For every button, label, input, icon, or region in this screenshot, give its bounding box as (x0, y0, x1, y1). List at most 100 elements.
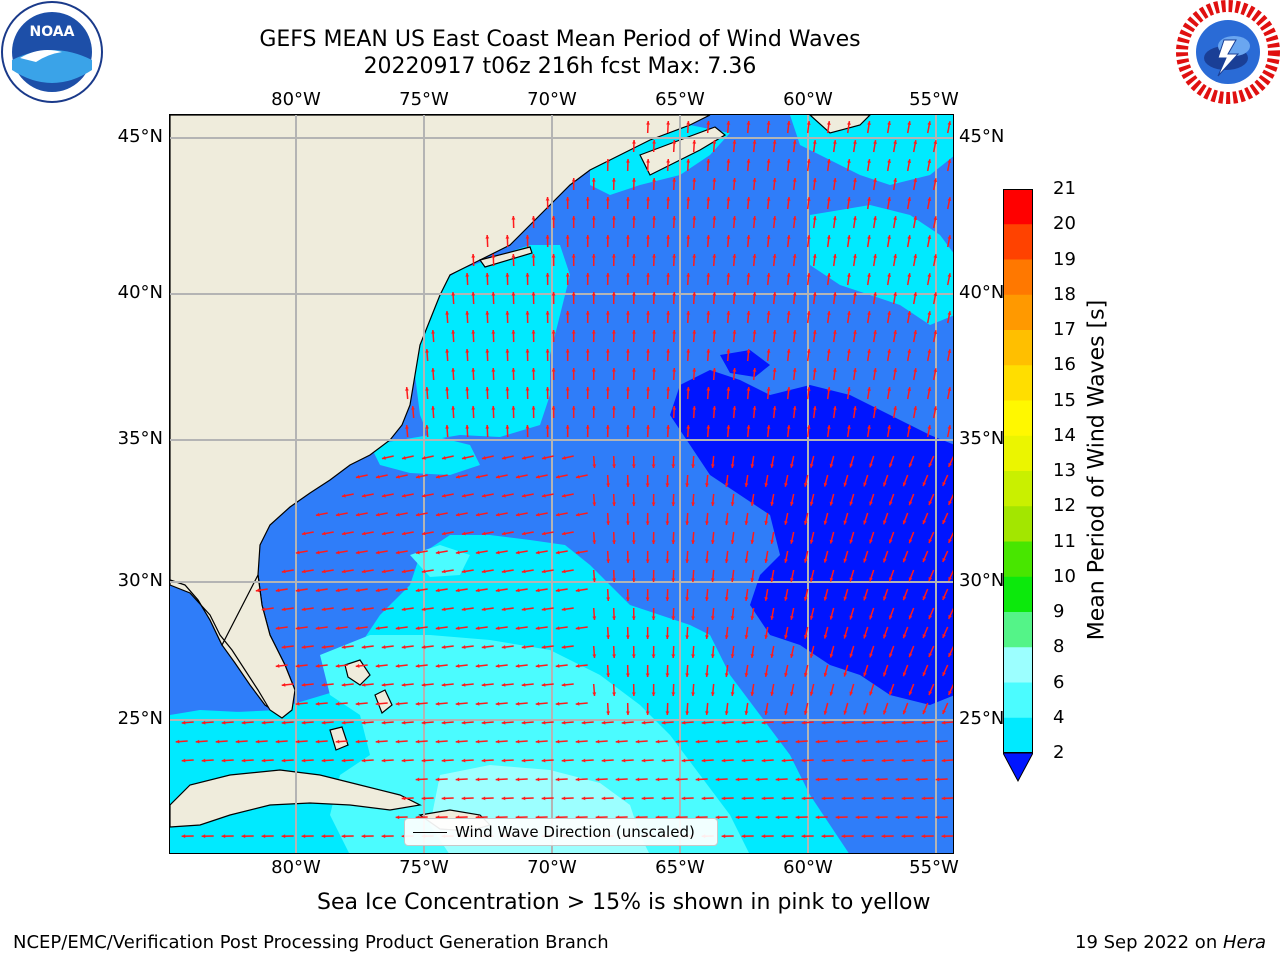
wave-direction-arrowhead (455, 664, 460, 668)
wave-direction-arrowhead (873, 330, 877, 334)
wave-direction-arrowhead (631, 616, 636, 620)
wave-direction-arrowhead (666, 349, 671, 353)
wave-direction-arrowhead (847, 349, 851, 353)
wave-direction-arrowhead (521, 456, 526, 460)
wave-direction-arrowhead (595, 739, 600, 744)
wave-direction-arrowhead (561, 531, 566, 536)
wave-direction-arrowhead (712, 140, 717, 144)
wave-direction-arrowhead (335, 626, 340, 631)
wave-direction-arrowhead (475, 474, 480, 479)
wave-direction-arrowhead (671, 654, 676, 658)
wave-direction-arrowhead (863, 482, 867, 487)
wave-direction-arrowhead (772, 292, 777, 296)
wave-direction-arrowhead (826, 311, 831, 315)
wave-direction-arrowhead (724, 635, 729, 639)
wave-direction-arrowhead (692, 292, 697, 296)
wave-direction-arrowhead (395, 815, 400, 820)
lon-tick-bottom: 75°W (399, 857, 449, 878)
wave-direction-arrowhead (381, 682, 386, 687)
wave-direction-arrowhead (521, 531, 526, 536)
wave-direction-arrowhead (724, 711, 729, 715)
wave-direction-arrowhead (795, 815, 800, 820)
wave-direction-arrowhead (515, 777, 520, 782)
wave-direction-arrowhead (686, 235, 691, 239)
wave-direction-arrowhead (847, 159, 851, 163)
wave-direction-arrowhead (928, 615, 933, 620)
wave-direction-arrowhead (823, 710, 828, 715)
wave-direction-arrowhead (761, 720, 766, 725)
wave-direction-arrowhead (691, 692, 696, 696)
wave-direction-arrowhead (535, 626, 540, 631)
wave-direction-arrowhead (501, 720, 506, 725)
wave-direction-arrowhead (869, 691, 873, 696)
wave-direction-arrowhead (942, 557, 946, 562)
wave-direction-arrowhead (893, 368, 898, 372)
wave-direction-arrowhead (927, 273, 932, 278)
wave-direction-arrowhead (908, 615, 913, 620)
wave-direction-arrowhead (451, 368, 456, 372)
wave-direction-arrowhead (672, 216, 677, 220)
wave-direction-arrowhead (948, 690, 952, 695)
wave-direction-arrowhead (750, 578, 755, 582)
wave-direction-arrowhead (764, 483, 769, 487)
wave-direction-arrowhead (843, 520, 848, 525)
wave-direction-arrowhead (361, 682, 366, 687)
wave-direction-arrowhead (726, 349, 731, 353)
wave-direction-arrowhead (585, 387, 590, 391)
map-legend: Wind Wave Direction (unscaled) (404, 818, 718, 846)
wave-direction-arrowhead (706, 159, 711, 163)
wave-direction-arrowhead (525, 425, 530, 429)
wave-direction-arrowhead (712, 254, 717, 258)
wave-direction-arrowhead (933, 368, 938, 373)
wave-direction-arrowhead (612, 692, 616, 696)
wave-direction-arrowhead (744, 559, 749, 563)
wave-direction-arrowhead (681, 720, 686, 725)
wave-direction-arrowhead (867, 425, 871, 429)
wave-direction-arrowhead (691, 540, 696, 544)
wave-direction-arrowhead (635, 777, 640, 782)
wave-direction-arrowhead (835, 815, 840, 820)
wave-direction-arrowhead (541, 796, 546, 801)
wave-direction-arrowhead (907, 235, 912, 239)
wave-direction-arrowhead (421, 682, 426, 687)
wave-direction-arrowhead (645, 559, 650, 563)
wave-direction-arrowhead (461, 796, 466, 801)
wave-direction-arrowhead (705, 673, 709, 677)
wave-direction-arrowhead (535, 588, 540, 593)
wave-direction-arrowhead (726, 425, 731, 429)
wave-direction-arrowhead (475, 626, 480, 631)
wave-direction-arrowhead (928, 539, 933, 544)
wave-direction-arrowhead (942, 519, 946, 524)
wave-direction-arrowhead (953, 368, 954, 372)
wave-direction-arrowhead (786, 197, 791, 201)
colorbar-tick-label: 10 (1053, 565, 1076, 587)
wave-direction-arrowhead (665, 673, 670, 677)
wave-direction-arrowhead (829, 577, 834, 582)
wave-direction-arrowhead (631, 578, 636, 582)
wave-direction-arrowhead (853, 368, 857, 372)
wave-direction-arrowhead (752, 292, 757, 296)
wave-direction-arrowhead (555, 739, 560, 744)
wave-direction-arrowhead (435, 474, 440, 479)
colorbar (1003, 189, 1033, 783)
wave-direction-arrowhead (405, 425, 409, 429)
wave-direction-arrowhead (295, 701, 300, 706)
wave-direction-arrowhead (565, 425, 570, 429)
wave-direction-arrowhead (631, 692, 636, 696)
wave-direction-arrowhead (801, 834, 806, 839)
wave-direction-arrowhead (843, 596, 848, 601)
wave-direction-arrowhead (786, 387, 791, 391)
wave-direction-arrowhead (902, 558, 907, 563)
wave-direction-arrowhead (665, 635, 670, 639)
wave-direction-arrowhead (672, 178, 677, 182)
wave-direction-arrowhead (561, 720, 566, 725)
wave-direction-arrowhead (315, 626, 320, 631)
wave-direction-arrowhead (953, 216, 954, 220)
wave-direction-arrowhead (841, 720, 846, 725)
wave-direction-arrowhead (401, 645, 406, 649)
wave-direction-arrowhead (735, 739, 740, 744)
wave-direction-arrowhead (806, 121, 811, 125)
lon-tick-top: 70°W (527, 89, 577, 110)
wave-direction-arrowhead (752, 254, 757, 258)
wave-direction-arrowhead (815, 777, 820, 782)
